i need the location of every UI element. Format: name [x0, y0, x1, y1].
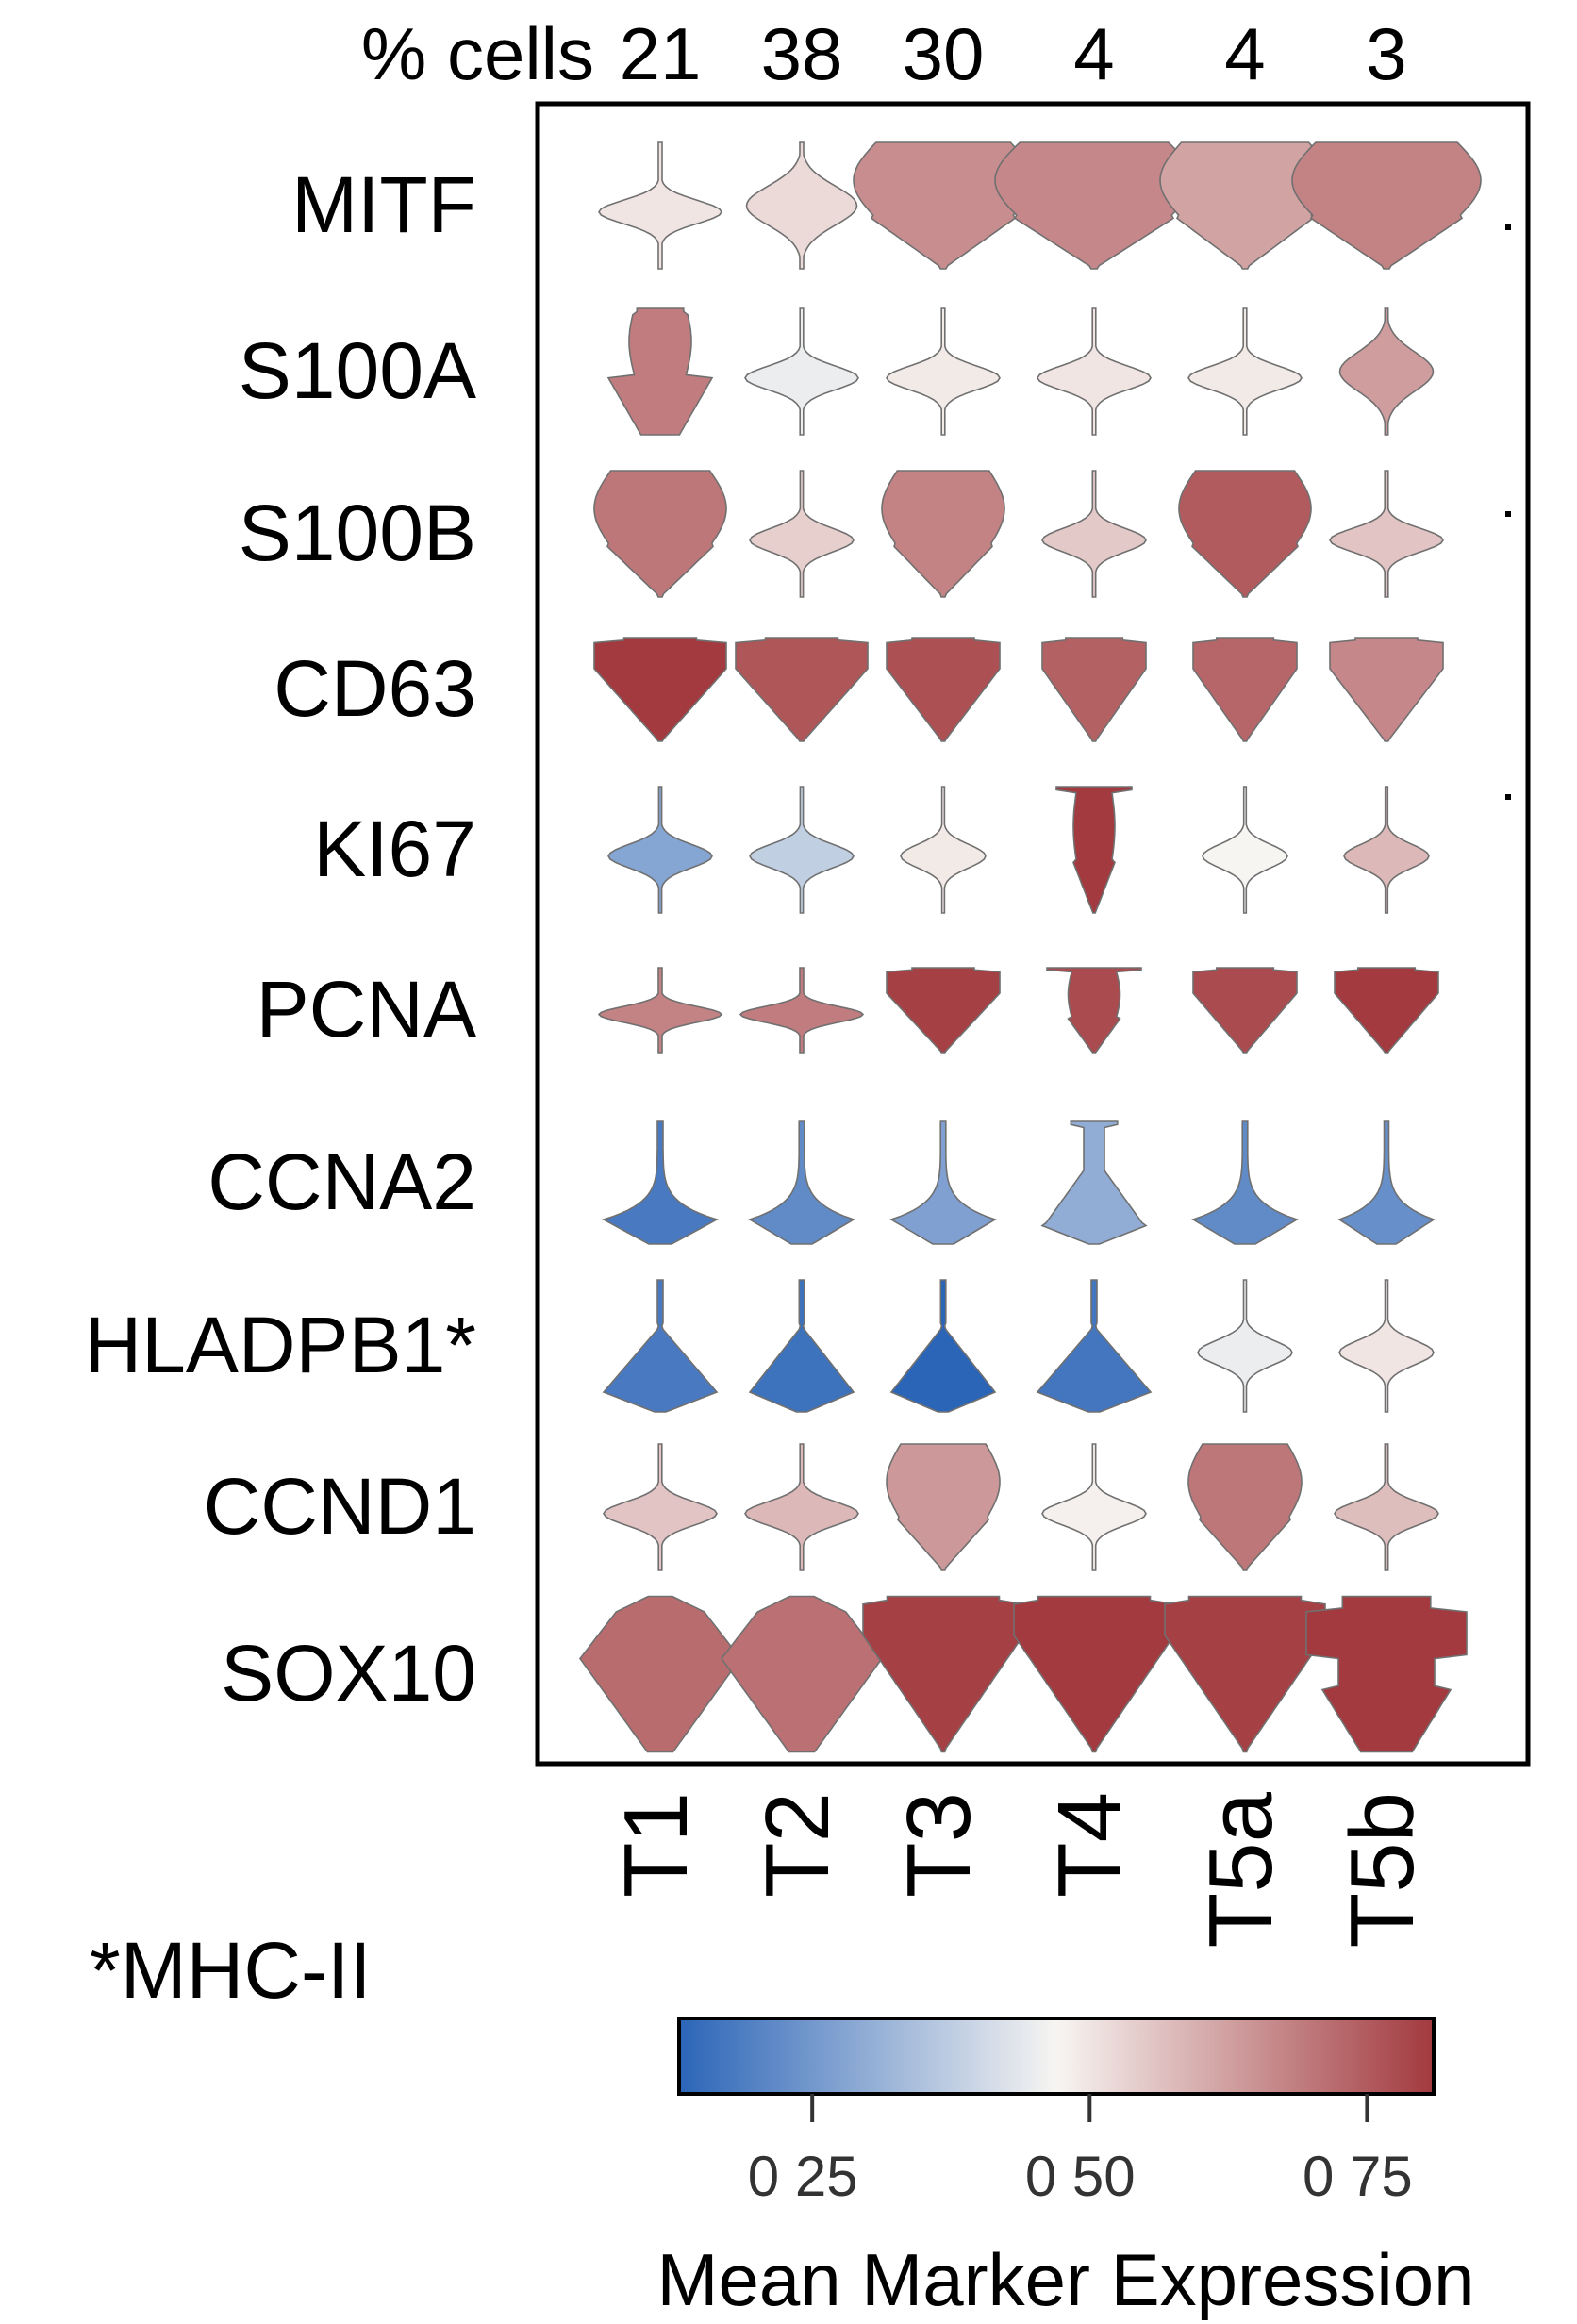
violin-ccna2-t5a — [1191, 1120, 1299, 1245]
percent-cells-t1: 21 — [620, 12, 702, 95]
violin-cd63-t1 — [593, 637, 727, 742]
violin-s100b-t5a — [1178, 470, 1312, 598]
violin-sox10-t2 — [720, 1595, 884, 1753]
percent-cells-row: 21 38 30 4 4 3 — [620, 12, 1407, 95]
group-label-t5b: T5b — [1332, 1792, 1433, 1948]
colorbar-tick-label-1: 0 50 — [1025, 2145, 1136, 2208]
outlier-dots — [1505, 224, 1511, 800]
group-label-t3: T3 — [888, 1792, 989, 1898]
violin-s100a-t4 — [1037, 307, 1152, 436]
percent-cells-t3: 30 — [903, 12, 985, 95]
violin-mitf-t1 — [598, 141, 722, 270]
marker-label-ccna2: CCNA2 — [208, 1137, 476, 1226]
violin-ki67-t2 — [749, 786, 855, 914]
colorbar-tick-label-0: 0 25 — [748, 2145, 858, 2208]
colorbar — [677, 2017, 1436, 2096]
group-label-t5a: T5a — [1190, 1791, 1291, 1948]
percent-cells-t5a: 4 — [1224, 12, 1265, 95]
violin-ccnd1-t5b — [1334, 1443, 1439, 1571]
violin-sox10-t5b — [1305, 1595, 1468, 1753]
violin-mitf-t4 — [994, 141, 1194, 270]
violin-ccna2-t3 — [889, 1120, 997, 1245]
violin-ki67-t4 — [1055, 786, 1133, 914]
marker-label-hladpb1: HLADPB1* — [84, 1301, 476, 1389]
violin-pcna-t1 — [597, 967, 723, 1054]
violin-pcna-t5b — [1334, 967, 1439, 1054]
violin-ccna2-t5b — [1337, 1120, 1436, 1245]
violin-ccnd1-t2 — [744, 1443, 859, 1571]
violin-cd63-t5b — [1329, 637, 1444, 742]
violin-pcna-t4 — [1046, 967, 1142, 1054]
violin-s100a-t5b — [1338, 307, 1435, 436]
outlier-dot-mitf — [1505, 224, 1511, 230]
violin-s100a-t5a — [1187, 307, 1303, 436]
violin-ki67-t5a — [1202, 786, 1288, 914]
colorbar-tick-label-2: 0 75 — [1303, 2145, 1413, 2208]
marker-label-ki67: KI67 — [313, 805, 476, 893]
colorbar-ticks: 0 25 0 50 0 75 — [748, 2094, 1413, 2208]
violin-sox10-t3 — [862, 1595, 1024, 1753]
violin-s100b-t5b — [1329, 470, 1444, 598]
violin-ccnd1-t5a — [1187, 1443, 1303, 1571]
marker-label-pcna: PCNA — [257, 965, 476, 1054]
violin-s100a-t1 — [606, 307, 714, 436]
violin-cd63-t3 — [886, 637, 1001, 742]
violin-ccna2-t4 — [1040, 1120, 1148, 1245]
violin-hladpb1-t3 — [889, 1279, 997, 1413]
marker-label-ccnd1: CCND1 — [204, 1462, 476, 1551]
outlier-dot-ki67 — [1505, 794, 1511, 800]
violin-ccna2-t2 — [748, 1120, 855, 1245]
marker-label-sox10: SOX10 — [221, 1629, 476, 1718]
violin-s100b-t2 — [749, 470, 855, 598]
violin-ki67-t5b — [1343, 786, 1430, 914]
violin-hladpb1-t4 — [1036, 1279, 1153, 1413]
violin-s100b-t3 — [881, 470, 1005, 598]
colorbar-label: Mean Marker Expression — [657, 2238, 1475, 2321]
violin-sox10-t4 — [1013, 1595, 1175, 1753]
violin-pcna-t5a — [1192, 967, 1298, 1054]
violin-ki67-t1 — [607, 786, 713, 914]
violin-cd63-t5a — [1192, 637, 1298, 742]
violin-ccnd1-t1 — [603, 1443, 718, 1571]
percent-cells-t5b: 3 — [1366, 12, 1406, 95]
group-labels: T1 T2 T3 T4 T5a T5b — [606, 1791, 1433, 1948]
outlier-dot-s100b — [1505, 511, 1511, 517]
violin-sox10-t5a — [1164, 1595, 1326, 1753]
violin-hladpb1-t5b — [1338, 1279, 1435, 1413]
violin-ccnd1-t4 — [1041, 1443, 1147, 1571]
violin-pcna-t3 — [886, 967, 1001, 1054]
marker-label-cd63: CD63 — [274, 644, 476, 733]
percent-cells-t2: 38 — [761, 12, 843, 95]
violin-hladpb1-t2 — [748, 1279, 855, 1413]
percent-cells-t4: 4 — [1073, 12, 1114, 95]
violin-s100b-t4 — [1041, 470, 1147, 598]
violin-ki67-t3 — [900, 786, 987, 914]
violin-layer — [578, 141, 1482, 1753]
violin-cd63-t4 — [1041, 637, 1147, 742]
marker-label-mitf: MITF — [291, 160, 476, 249]
violin-s100b-t1 — [593, 470, 727, 598]
violin-mitf-t5b — [1291, 141, 1482, 270]
violin-ccna2-t1 — [601, 1120, 720, 1245]
marker-label-s100a: S100A — [239, 326, 476, 415]
group-label-t1: T1 — [606, 1792, 706, 1898]
violin-ccnd1-t3 — [886, 1443, 1001, 1571]
header-label: % cells — [361, 12, 594, 95]
violin-hladpb1-t1 — [602, 1279, 719, 1413]
marker-label-s100b: S100B — [239, 489, 476, 577]
violin-cd63-t2 — [735, 637, 869, 742]
violin-hladpb1-t5a — [1197, 1279, 1293, 1413]
marker-labels: MITF S100A S100B CD63 KI67 PCNA CCNA2 HLADPB1* C… — [84, 160, 476, 1718]
violin-s100a-t3 — [886, 307, 1001, 436]
plot-frame — [535, 101, 1531, 1767]
group-label-t2: T2 — [747, 1792, 848, 1898]
violin-mitf-t2 — [745, 141, 858, 270]
group-label-t4: T4 — [1039, 1792, 1140, 1898]
violin-s100a-t2 — [744, 307, 859, 436]
violin-pcna-t2 — [739, 967, 865, 1054]
violin-sox10-t1 — [578, 1595, 742, 1753]
footnote: *MHC-II — [90, 1926, 372, 2015]
